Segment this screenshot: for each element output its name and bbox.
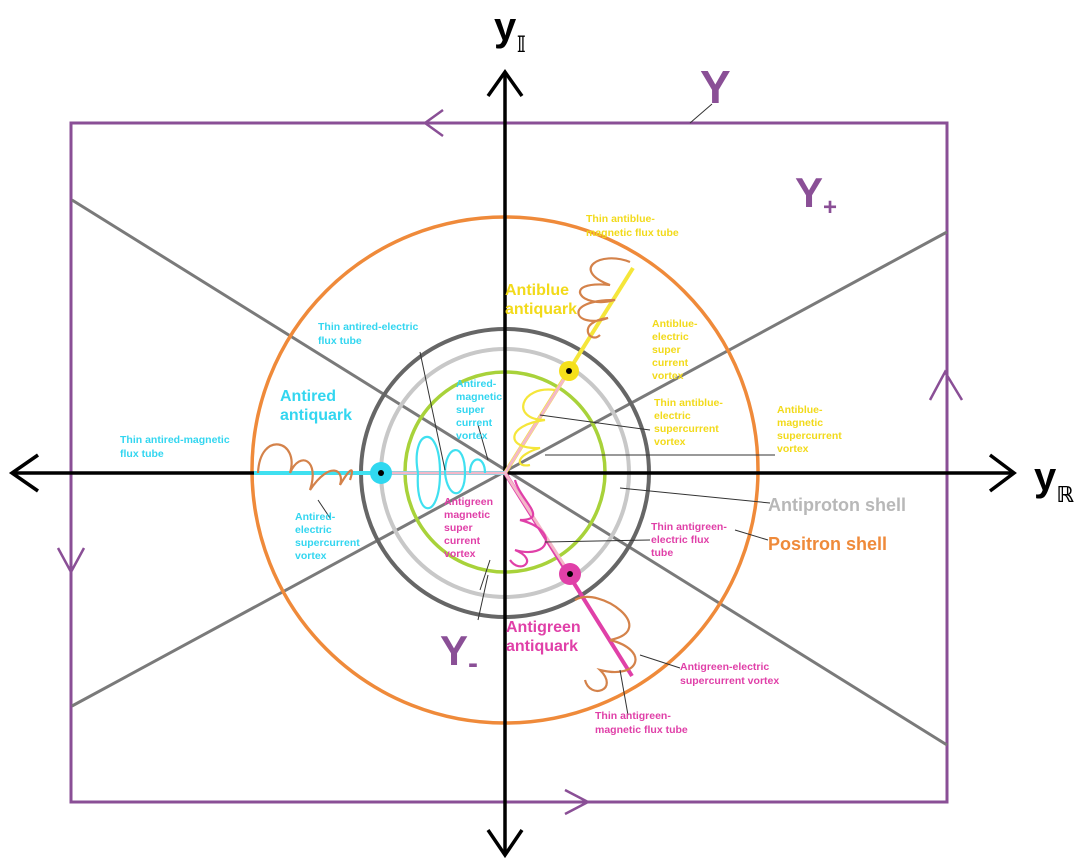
- label-line: super: [652, 344, 681, 356]
- label-line: supercurrent vortex: [680, 675, 779, 687]
- label-line: vortex: [456, 430, 488, 442]
- label-line: antiquark: [505, 301, 577, 318]
- label-line: tube: [651, 547, 673, 559]
- label-line: magnetic: [777, 417, 823, 429]
- label-main: y: [494, 5, 517, 49]
- label-line: electric: [654, 410, 691, 422]
- label-line: Antiblue-: [652, 318, 698, 330]
- annotation-label: Thin antiblue-magnetic flux tube: [586, 213, 679, 239]
- sector-lines: [72, 123, 947, 800]
- label-sub: ℝ: [1056, 483, 1074, 508]
- label-line: electric: [295, 524, 332, 536]
- label-line: Antiblue: [505, 282, 569, 299]
- y-region-frame: [71, 123, 947, 802]
- label-main: y: [1034, 455, 1057, 499]
- antiproton-shell-label: Antiproton shell: [768, 495, 906, 515]
- label-line: Thin antiblue-: [654, 397, 723, 409]
- label-sub: +: [823, 194, 837, 221]
- label-line: electric flux: [651, 534, 710, 546]
- label-line: Thin antigreen-: [595, 710, 671, 722]
- label-line: magnetic: [456, 391, 502, 403]
- label-line: Thin antired-electric: [318, 321, 419, 333]
- label-line: current: [456, 417, 493, 429]
- label-main: Y: [795, 169, 823, 216]
- label-line: vortex: [444, 548, 476, 560]
- annotation-label: Thin antigreen-magnetic flux tube: [595, 710, 688, 736]
- label-line: electric: [652, 331, 689, 343]
- label-line: flux tube: [318, 335, 362, 347]
- label-line: super: [456, 404, 485, 416]
- label-line: magnetic flux tube: [595, 724, 688, 736]
- label-main: Y: [440, 627, 468, 674]
- label-line: Antigreen-electric: [680, 661, 769, 673]
- label-line: magnetic flux tube: [586, 227, 679, 239]
- label-line: flux tube: [120, 448, 164, 460]
- label-line: super: [444, 522, 473, 534]
- positron-shell-label: Positron shell: [768, 534, 887, 554]
- label-line: current: [444, 535, 481, 547]
- region-minus-label: Y-: [440, 627, 478, 680]
- label-line: vortex: [777, 443, 809, 455]
- label-line: magnetic: [444, 509, 490, 521]
- annotation-label: Thin antired-electric flux tube: [318, 321, 419, 347]
- label-line: vortex: [652, 370, 684, 382]
- diagram: y𝕀 yℝ Y Y+ Y- Antiproton shell Positron …: [0, 0, 1083, 865]
- label-line: vortex: [295, 550, 327, 562]
- annotation-label: Antiblue antiquark: [505, 282, 577, 318]
- label-line: Antired: [280, 388, 336, 405]
- label-line: Antired-: [456, 378, 497, 390]
- label-line: antiquark: [506, 638, 578, 655]
- label-line: supercurrent: [295, 537, 360, 549]
- label-line: antiquark: [280, 407, 352, 424]
- label-line: current: [652, 357, 689, 369]
- label-sub: 𝕀: [516, 33, 526, 58]
- label-line: supercurrent: [777, 430, 842, 442]
- label-line: Antiblue-: [777, 404, 823, 416]
- annotation-label: Antigreen-electric supercurrent vortex: [680, 661, 779, 687]
- annotation-label: Thin antired-magnetic flux tube: [120, 434, 230, 460]
- vertical-axis-label: y𝕀: [494, 5, 526, 58]
- label-line: Thin antiblue-: [586, 213, 655, 225]
- label-line: Antired-: [295, 511, 336, 523]
- label-sub: -: [468, 647, 478, 680]
- annotation-label: Antired antiquark: [280, 388, 352, 424]
- label-line: Thin antired-magnetic: [120, 434, 230, 446]
- label-line: Thin antigreen-: [651, 521, 727, 533]
- label-line: Antigreen: [444, 496, 493, 508]
- label-line: Antigreen: [506, 619, 581, 636]
- region-label: Y: [700, 61, 731, 113]
- horizontal-axis-label: yℝ: [1034, 455, 1074, 508]
- label-line: vortex: [654, 436, 686, 448]
- annotation-label: Antigreen antiquark: [506, 619, 581, 655]
- region-plus-label: Y+: [795, 169, 837, 221]
- label-line: supercurrent: [654, 423, 719, 435]
